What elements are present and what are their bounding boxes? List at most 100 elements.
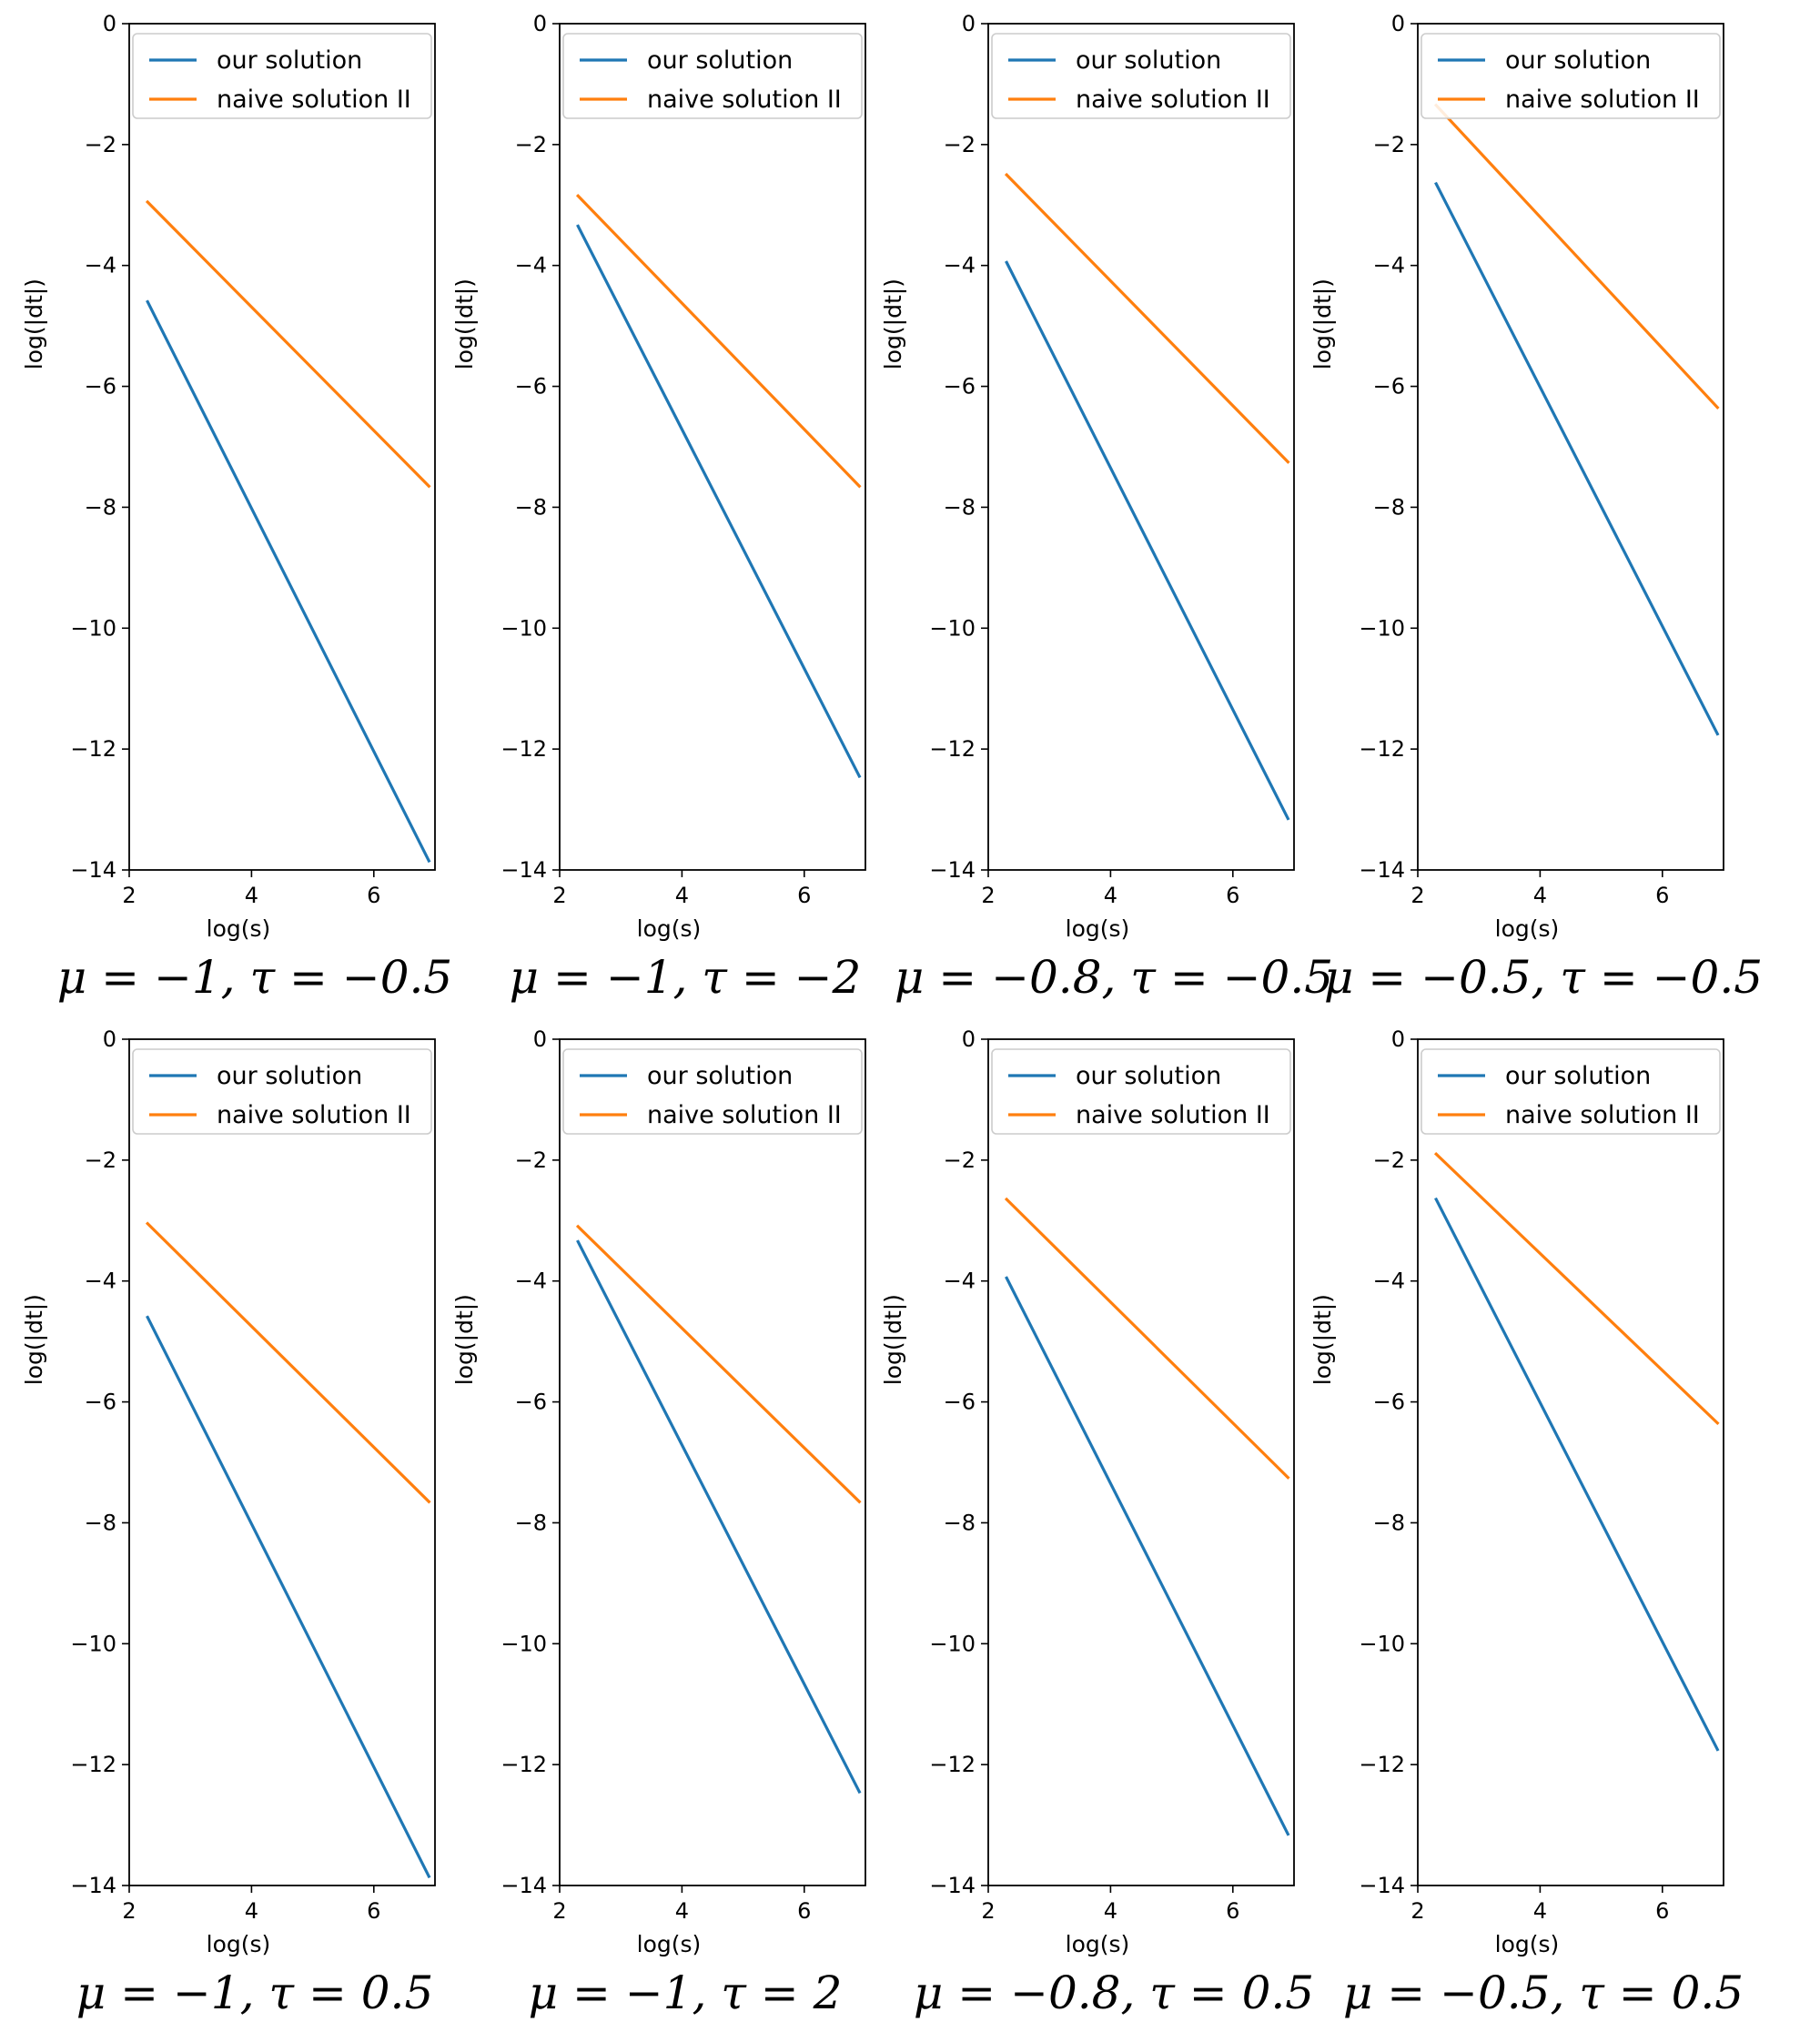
series-line-naive-solution bbox=[1433, 1151, 1720, 1426]
x-tick-label: 2 bbox=[1410, 883, 1424, 908]
y-tick-label: −6 bbox=[944, 1390, 976, 1415]
y-tick-label: −2 bbox=[85, 132, 116, 157]
y-tick-label: −12 bbox=[929, 1752, 976, 1777]
y-tick-label: −10 bbox=[1359, 615, 1405, 641]
x-axis-label: log(s) bbox=[207, 915, 271, 942]
y-tick-label: −6 bbox=[85, 374, 116, 399]
y-tick-label: −14 bbox=[1359, 1873, 1405, 1898]
series-line-our-solution bbox=[576, 1239, 862, 1795]
x-tick-label: 6 bbox=[1655, 883, 1669, 908]
plot-frame bbox=[987, 1038, 1295, 1886]
y-tick-label: −8 bbox=[515, 494, 547, 520]
series-line-our-solution bbox=[1434, 181, 1720, 736]
y-tick-label: −6 bbox=[1373, 1390, 1405, 1415]
plot-frame bbox=[559, 1038, 866, 1886]
series-line-naive-solution bbox=[575, 1224, 862, 1504]
series-line-our-solution bbox=[1005, 1276, 1290, 1836]
x-tick-label: 4 bbox=[1104, 883, 1117, 908]
series-line-naive-solution bbox=[145, 1221, 431, 1504]
legend: our solution naive solution II bbox=[132, 1048, 432, 1135]
legend-label: naive solution II bbox=[1505, 86, 1700, 114]
legend-frame bbox=[991, 1048, 1291, 1135]
y-tick-label: −14 bbox=[929, 857, 976, 883]
y-tick-label: −10 bbox=[500, 1631, 547, 1656]
y-tick-label: −6 bbox=[85, 1390, 116, 1415]
legend-frame bbox=[991, 33, 1291, 119]
x-axis-label: log(s) bbox=[637, 1931, 702, 1957]
x-tick-label: 4 bbox=[1533, 1898, 1547, 1924]
legend: our solution naive solution II bbox=[1421, 33, 1721, 119]
x-axis-label: log(s) bbox=[1495, 915, 1560, 942]
plot-frame bbox=[128, 23, 436, 871]
y-tick-label: −10 bbox=[500, 615, 547, 641]
y-axis-label: log(|dt|) bbox=[21, 278, 47, 369]
y-tick-label: −14 bbox=[1359, 857, 1405, 883]
y-tick-label: −2 bbox=[944, 1147, 976, 1173]
legend: our solution naive solution II bbox=[562, 1048, 863, 1135]
legend-label: our solution bbox=[647, 46, 793, 75]
y-tick-label: −2 bbox=[515, 1147, 547, 1173]
y-tick-label: 0 bbox=[533, 1026, 547, 1052]
y-tick-label: −12 bbox=[500, 1752, 547, 1777]
y-tick-label: −14 bbox=[500, 1873, 547, 1898]
y-axis-label: log(|dt|) bbox=[880, 1294, 906, 1385]
subplot-5: 0 −2 −4 −6 −8 −10 −12 −142 4 6 log(s) log(|dt|) our … bbox=[21, 1026, 436, 2019]
y-tick-label: 0 bbox=[962, 11, 976, 36]
y-tick-label: 0 bbox=[962, 1026, 976, 1052]
x-tick-label: 6 bbox=[1226, 883, 1239, 908]
x-tick-label: 4 bbox=[245, 1898, 258, 1924]
y-tick-label: −12 bbox=[1359, 1752, 1405, 1777]
series-line-naive-solution bbox=[575, 194, 862, 489]
y-tick-label: −10 bbox=[1359, 1631, 1405, 1656]
y-tick-label: −4 bbox=[515, 253, 547, 278]
y-tick-label: 0 bbox=[103, 11, 116, 36]
legend: our solution naive solution II bbox=[1421, 1048, 1721, 1135]
subplot-8: 0 −2 −4 −6 −8 −10 −12 −142 4 6 log(s) log(|dt|) our … bbox=[1309, 1026, 1744, 2019]
y-tick-label: −8 bbox=[515, 1510, 547, 1535]
series-line-our-solution bbox=[1005, 260, 1290, 821]
x-axis-label: log(s) bbox=[207, 1931, 271, 1957]
series-line-our-solution bbox=[1434, 1197, 1720, 1752]
y-tick-label: −10 bbox=[929, 1631, 976, 1656]
y-tick-label: −6 bbox=[515, 374, 547, 399]
x-tick-label: 2 bbox=[981, 1898, 995, 1924]
series-line-naive-solution bbox=[1004, 1197, 1290, 1480]
y-tick-label: −6 bbox=[515, 1390, 547, 1415]
x-tick-label: 6 bbox=[367, 883, 380, 908]
legend-label: naive solution II bbox=[217, 1101, 411, 1129]
series-line-naive-solution bbox=[1433, 103, 1720, 410]
series-line-our-solution bbox=[146, 299, 431, 864]
x-tick-label: 4 bbox=[675, 1898, 689, 1924]
x-axis-label: log(s) bbox=[1066, 915, 1130, 942]
legend-label: our solution bbox=[1076, 1062, 1221, 1090]
subplot-4: 0 −2 −4 −6 −8 −10 −12 −142 4 6 log(s) log(|dt|) our … bbox=[1309, 11, 1763, 1004]
y-tick-label: −8 bbox=[944, 1510, 976, 1535]
legend: our solution naive solution II bbox=[132, 33, 432, 119]
y-axis-label: log(|dt|) bbox=[1309, 1294, 1336, 1385]
x-tick-label: 6 bbox=[797, 1898, 811, 1924]
x-tick-label: 2 bbox=[122, 1898, 136, 1924]
y-tick-label: −8 bbox=[85, 494, 116, 520]
y-tick-label: −4 bbox=[1373, 1269, 1405, 1294]
legend: our solution naive solution II bbox=[991, 33, 1291, 119]
y-tick-label: −12 bbox=[70, 1752, 116, 1777]
subplot-2: 0 −2 −4 −6 −8 −10 −12 −142 4 6 log(s) log(|dt|) our … bbox=[451, 11, 866, 1004]
subplot-7: 0 −2 −4 −6 −8 −10 −12 −142 4 6 log(s) log(|dt|) our … bbox=[880, 1026, 1314, 2019]
y-axis-label: log(|dt|) bbox=[451, 1294, 478, 1385]
y-tick-label: −14 bbox=[929, 1873, 976, 1898]
y-tick-label: −10 bbox=[929, 615, 976, 641]
legend-label: naive solution II bbox=[1076, 86, 1270, 114]
y-tick-label: −4 bbox=[944, 253, 976, 278]
subplot-caption: μ = −0.5, τ = 0.5 bbox=[1343, 1966, 1744, 2019]
y-tick-label: −4 bbox=[1373, 253, 1405, 278]
y-tick-label: −6 bbox=[944, 374, 976, 399]
y-tick-label: −2 bbox=[85, 1147, 116, 1173]
y-tick-label: 0 bbox=[1391, 11, 1405, 36]
y-tick-label: −4 bbox=[944, 1269, 976, 1294]
y-tick-label: −14 bbox=[70, 1873, 116, 1898]
x-tick-label: 2 bbox=[981, 883, 995, 908]
subplot-1: 0 −2 −4 −6 −8 −10 −12 −142 4 6 log(s) log(|dt|) our … bbox=[21, 11, 452, 1004]
subplot-3: 0 −2 −4 −6 −8 −10 −12 −142 4 6 log(s) log(|dt|) our … bbox=[880, 11, 1333, 1004]
x-tick-label: 4 bbox=[1104, 1898, 1117, 1924]
series-line-naive-solution bbox=[1004, 172, 1290, 464]
